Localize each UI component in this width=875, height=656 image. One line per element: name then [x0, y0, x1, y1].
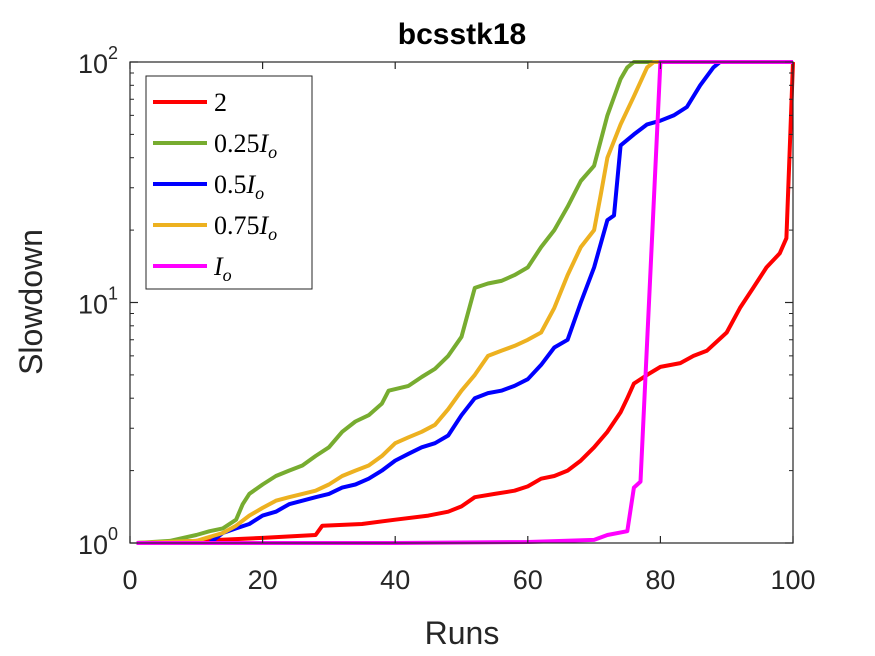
legend-label-0: 2 — [214, 88, 227, 117]
chart-title: bcsstk18 — [398, 18, 526, 51]
legend-label-1: 0.25Io — [214, 129, 277, 162]
legend-label-4: Io — [213, 252, 232, 285]
legend: 2 0.25Io 0.5Io 0.75Io Io — [145, 75, 313, 290]
y-tick-label-1: 101 — [78, 284, 118, 320]
legend-label-2: 0.5Io — [214, 170, 264, 203]
x-tick-label-3: 60 — [513, 565, 543, 595]
series-line-3 — [136, 60, 661, 545]
x-tick-label-4: 80 — [645, 565, 675, 595]
series-line-2 — [136, 60, 722, 545]
y-axis-label: Slowdown — [13, 229, 49, 375]
legend-items: 2 0.25Io 0.5Io 0.75Io Io — [153, 88, 277, 285]
x-tick-label-0: 0 — [122, 565, 137, 595]
x-tick-label-2: 40 — [380, 565, 410, 595]
x-tick-label-1: 20 — [248, 565, 278, 595]
series-line-1 — [136, 60, 661, 545]
x-tick-label-5: 100 — [770, 565, 815, 595]
y-tick-label-0: 100 — [78, 524, 118, 560]
y-axis-ticks: 100 101 102 — [78, 43, 793, 560]
legend-label-3: 0.75Io — [214, 211, 277, 244]
x-axis-ticks: 0 20 40 60 80 100 — [122, 62, 816, 595]
series-line-0 — [136, 61, 795, 545]
x-axis-label: Runs — [425, 615, 500, 651]
y-tick-label-2: 102 — [78, 43, 118, 79]
